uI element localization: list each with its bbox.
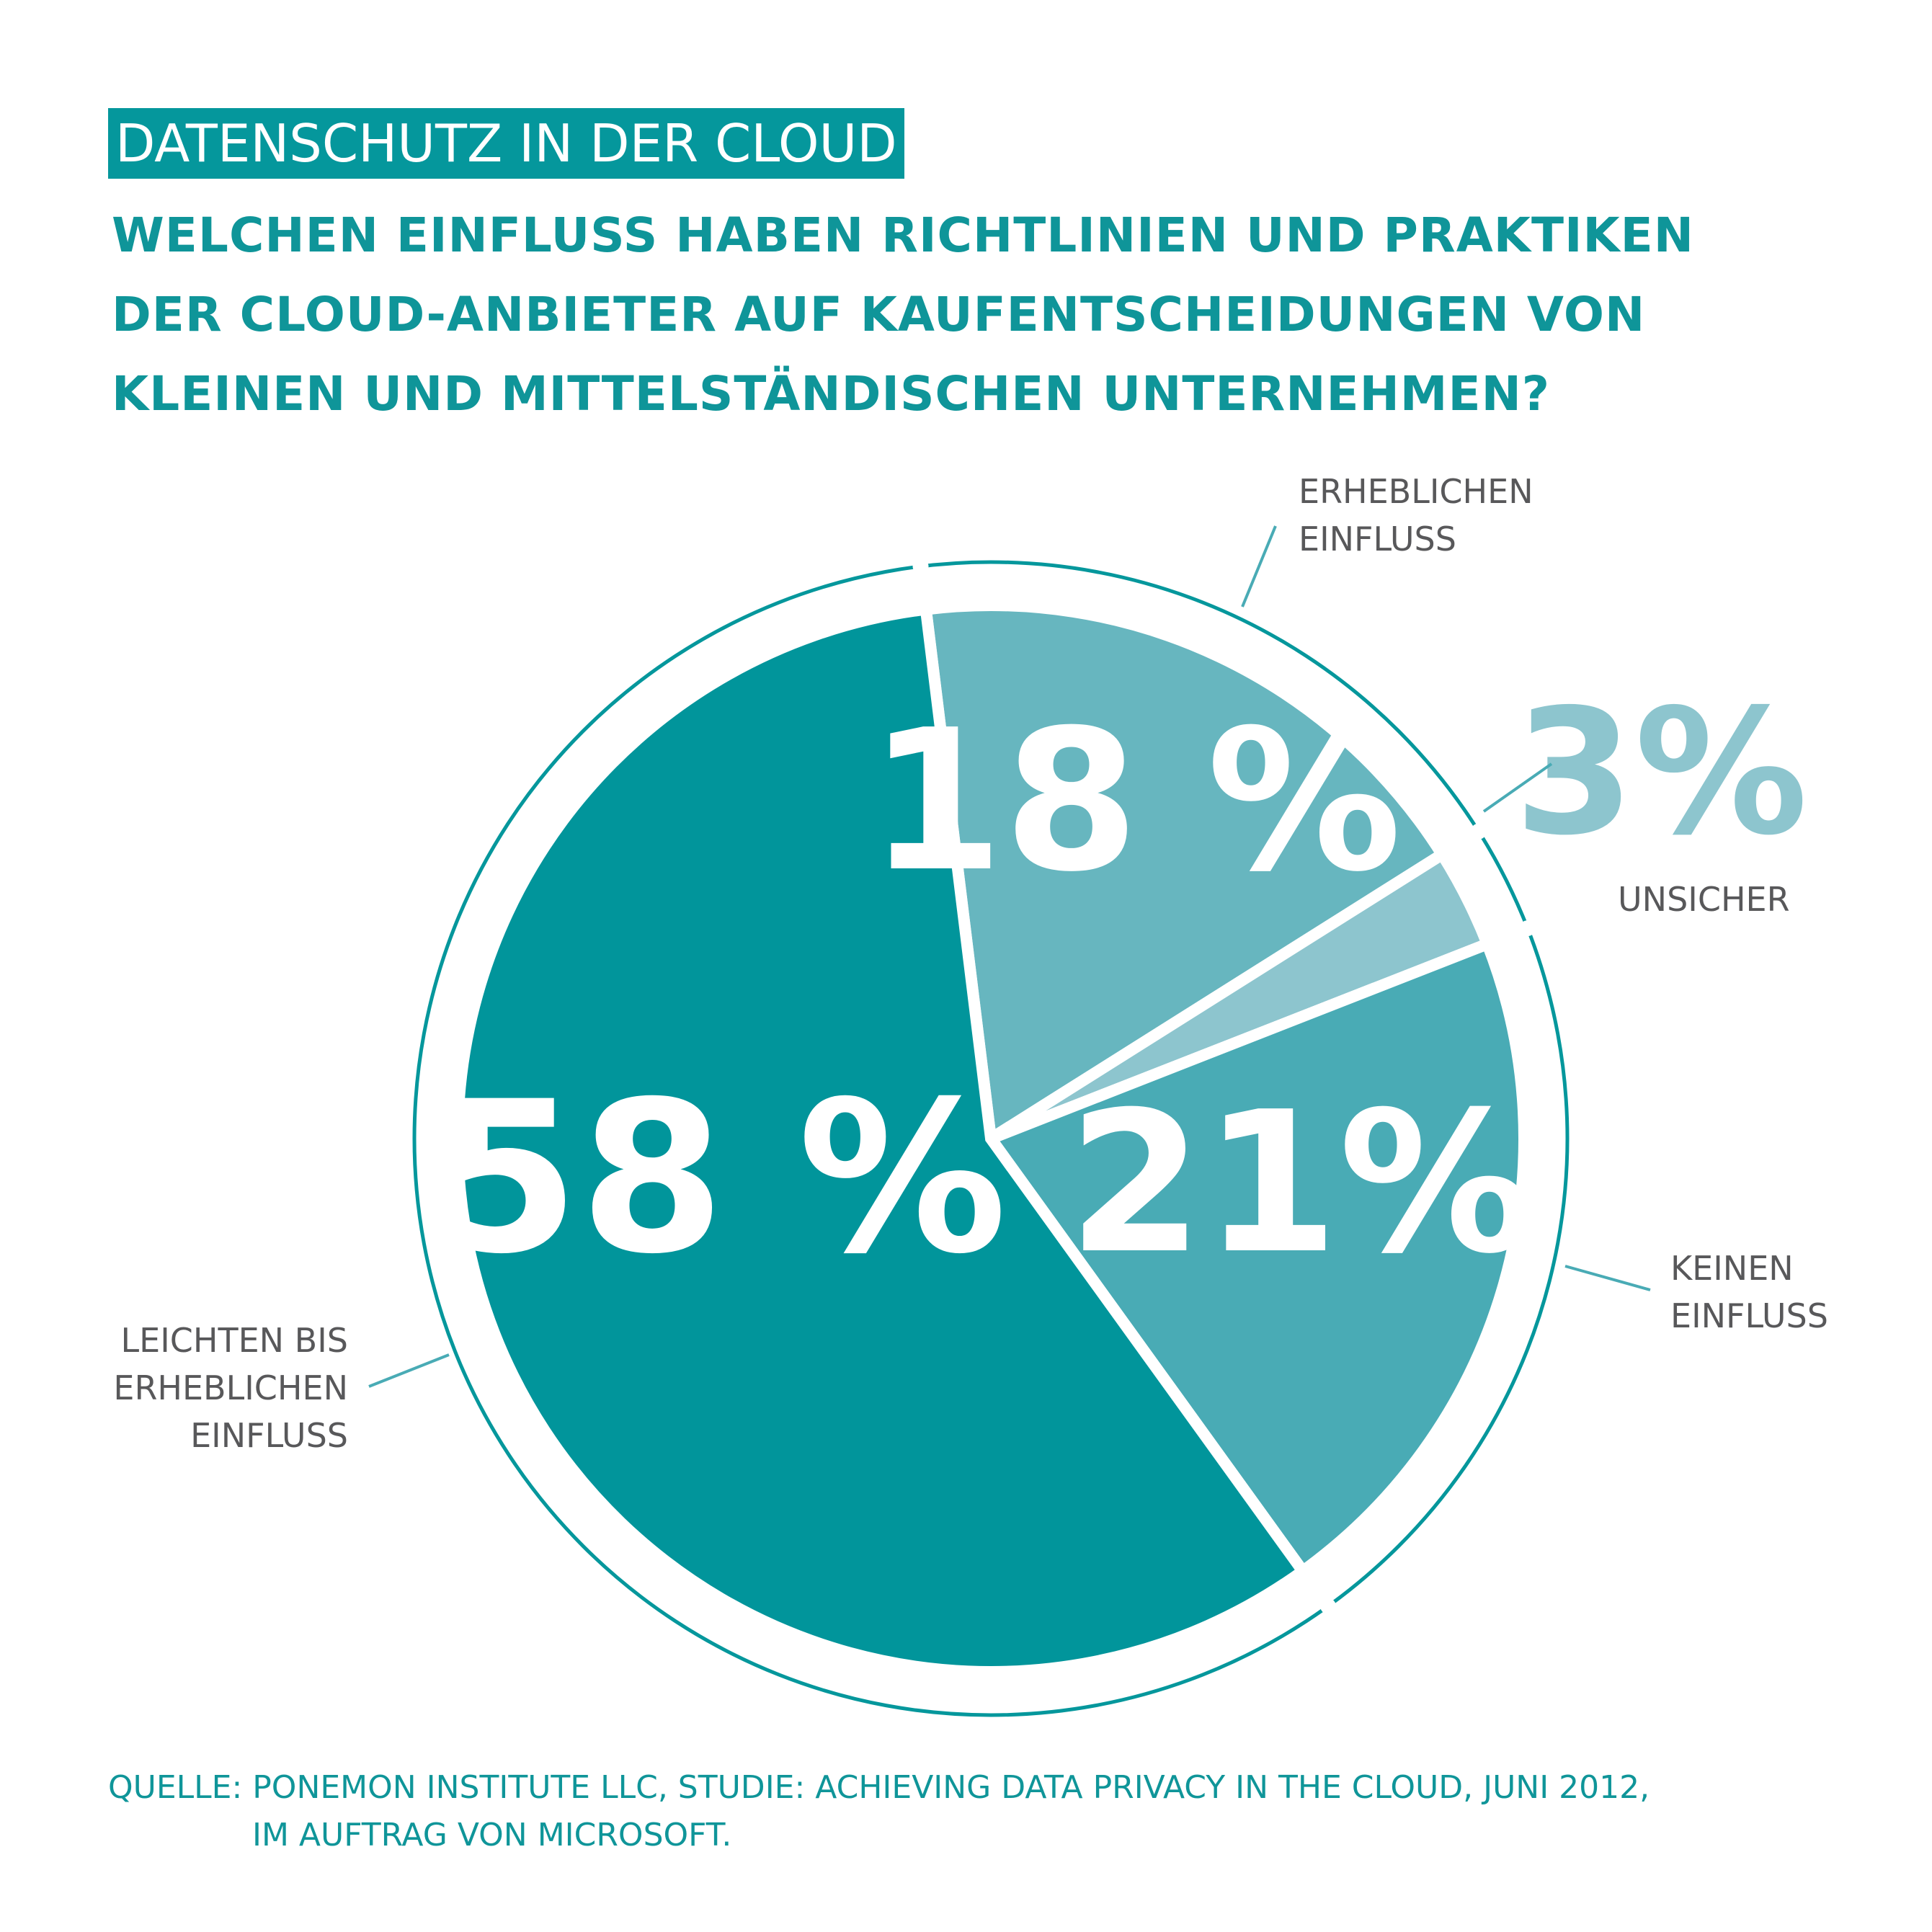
svg-text:LEICHTEN BIS: LEICHTEN BIS [121, 1321, 349, 1360]
outer-ring [412, 560, 1570, 1717]
data-label-58: 58 % [434, 1057, 1007, 1300]
ring-gap [1519, 920, 1536, 937]
source-note: QUELLE: PONEMON INSTITUTE LLC, STUDIE: A… [108, 1764, 1650, 1859]
leader-line-keinen [1564, 1265, 1651, 1291]
pie-slices [452, 600, 1530, 1678]
leader-line-erheblich [1241, 525, 1277, 607]
category-label-erheblich: ERHEBLICHEN EINFLUSS [1299, 472, 1533, 558]
svg-text:EINFLUSS: EINFLUSS [1670, 1296, 1828, 1335]
data-label-18: 18 % [868, 687, 1402, 914]
svg-text:EINFLUSS: EINFLUSS [1299, 520, 1456, 558]
leader-line-leichten [368, 1353, 450, 1388]
source-line-2: IM AUFTRAG VON MICROSOFT. [252, 1817, 732, 1853]
pie-slice-leichten [452, 602, 1312, 1678]
subtitle-line-2: DER CLOUD-ANBIETER AUF KAUFENTSCHEIDUNGE… [112, 287, 1646, 342]
leader-line-unsicher [1482, 762, 1553, 813]
ring-gaps [912, 558, 1536, 1614]
source-line-1: QUELLE: PONEMON INSTITUTE LLC, STUDIE: A… [108, 1769, 1650, 1806]
data-label-21: 21% [1068, 1069, 1533, 1296]
svg-text:ERHEBLICHEN: ERHEBLICHEN [113, 1368, 348, 1407]
pie-slice-erheblich [919, 600, 1451, 1149]
ring-gap [912, 558, 929, 574]
svg-text:EINFLUSS: EINFLUSS [190, 1416, 348, 1455]
ring-gap [1319, 1598, 1336, 1614]
data-label-3: 3% [1514, 672, 1807, 873]
svg-text:UNSICHER: UNSICHER [1618, 880, 1790, 919]
ring-gap [1470, 823, 1487, 840]
pie-slice-keinen [981, 936, 1530, 1580]
subtitle: WELCHEN EINFLUSS HABEN RICHTLINIEN UND P… [112, 196, 1841, 434]
svg-text:ERHEBLICHEN: ERHEBLICHEN [1299, 472, 1533, 511]
svg-text:KEINEN: KEINEN [1670, 1249, 1794, 1288]
category-label-leichten: LEICHTEN BIS ERHEBLICHEN EINFLUSS [113, 1321, 348, 1455]
subtitle-line-3: KLEINEN UND MITTELSTÄNDISCHEN UNTERNEHME… [112, 366, 1551, 422]
category-label-unsicher: UNSICHER [1618, 880, 1790, 919]
title-badge: DATENSCHUTZ IN DER CLOUD [108, 108, 904, 179]
category-label-keinen: KEINEN EINFLUSS [1670, 1249, 1828, 1335]
subtitle-line-1: WELCHEN EINFLUSS HABEN RICHTLINIEN UND P… [112, 208, 1694, 263]
